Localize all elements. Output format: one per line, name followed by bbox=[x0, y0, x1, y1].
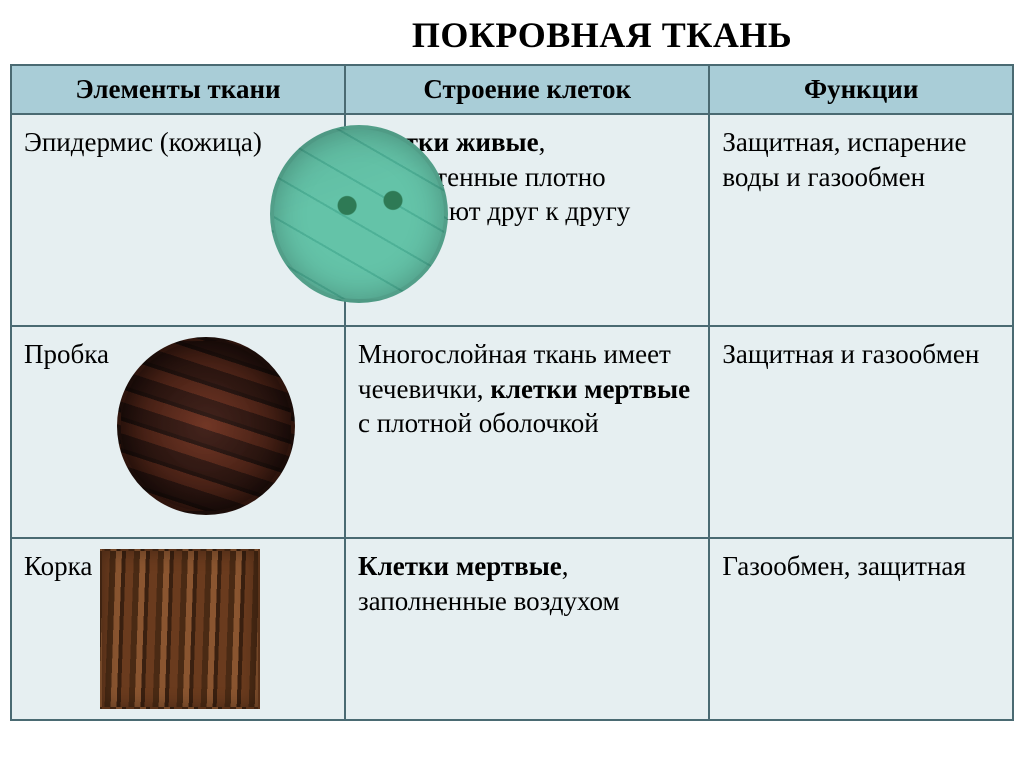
header-functions: Функции bbox=[709, 65, 1013, 114]
cell-element: Эпидермис (кожица) bbox=[11, 114, 345, 326]
element-label: Пробка bbox=[24, 337, 109, 372]
element-label: Эпидермис (кожица) bbox=[24, 125, 262, 160]
cell-element: Корка bbox=[11, 538, 345, 720]
structure-bold: Клетки мертвые bbox=[358, 551, 562, 581]
table-row: Эпидермис (кожица) Клетки живые, тонкост… bbox=[11, 114, 1013, 326]
structure-rest: с плотной оболочкой bbox=[358, 408, 599, 438]
cell-structure: Клетки мертвые, заполненные воздухом bbox=[345, 538, 709, 720]
header-elements: Элементы ткани bbox=[11, 65, 345, 114]
cell-function: Газообмен, защитная bbox=[709, 538, 1013, 720]
epidermis-image bbox=[270, 125, 448, 303]
table-row: Корка Клетки мертвые, заполненные воздух… bbox=[11, 538, 1013, 720]
cork-image bbox=[117, 337, 295, 515]
structure-bold: клетки мертвые bbox=[490, 374, 690, 404]
cell-function: Защитная и газообмен bbox=[709, 326, 1013, 538]
tissue-table: Элементы ткани Строение клеток Функции Э… bbox=[10, 64, 1014, 721]
cell-function: Защитная, испарение воды и газообмен bbox=[709, 114, 1013, 326]
cell-structure: Многослойная ткань имеет чечевички, клет… bbox=[345, 326, 709, 538]
page-title: ПОКРОВНАЯ ТКАНЬ bbox=[190, 14, 1014, 56]
cell-element: Пробка bbox=[11, 326, 345, 538]
table-header-row: Элементы ткани Строение клеток Функции bbox=[11, 65, 1013, 114]
header-structure: Строение клеток bbox=[345, 65, 709, 114]
bark-image bbox=[100, 549, 260, 709]
table-row: Пробка Многослойная ткань имеет чечевичк… bbox=[11, 326, 1013, 538]
element-label: Корка bbox=[24, 549, 92, 584]
